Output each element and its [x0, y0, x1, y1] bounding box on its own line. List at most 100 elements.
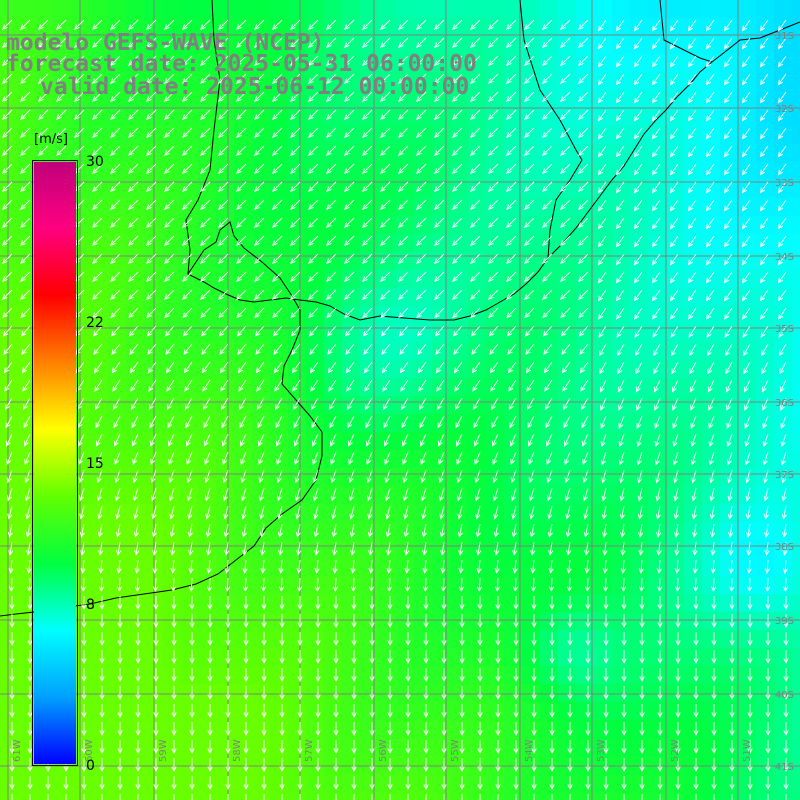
field-cell: [756, 180, 775, 199]
wind-arrow: [261, 686, 267, 701]
field-cell: [0, 54, 19, 73]
field-cell: [54, 54, 73, 73]
field-cell: [774, 54, 793, 73]
field-cell: [180, 378, 199, 397]
wind-arrow: [509, 415, 517, 429]
field-cell: [774, 738, 793, 757]
wind-arrow: [243, 632, 249, 647]
wind-arrow: [79, 487, 85, 502]
field-cell: [252, 486, 271, 505]
wind-arrow: [272, 109, 283, 120]
field-cell: [54, 774, 73, 793]
field-cell: [18, 666, 37, 685]
wind-arrow: [182, 271, 193, 282]
field-cell: [324, 630, 343, 649]
longitude-label: 60W: [84, 739, 95, 762]
wind-arrow: [690, 451, 697, 466]
wind-arrow: [597, 55, 607, 68]
wind-arrow: [617, 361, 625, 375]
wind-arrow: [687, 145, 697, 158]
latitude-label: 31S: [775, 31, 794, 42]
field-cell: [324, 342, 343, 361]
wind-arrow: [457, 505, 463, 520]
wind-arrow: [279, 722, 285, 737]
wind-arrow: [97, 487, 103, 502]
field-cell: [0, 126, 19, 145]
wind-arrow: [171, 758, 177, 773]
wind-arrow: [475, 505, 481, 520]
wind-arrow: [380, 217, 391, 228]
field-cell: [468, 342, 487, 361]
field-cell: [540, 414, 559, 433]
field-cell: [18, 270, 37, 289]
wind-arrow: [225, 740, 231, 755]
field-cell: [162, 414, 181, 433]
field-cell: [216, 684, 235, 703]
wind-arrow: [344, 145, 355, 156]
wind-arrow: [351, 650, 357, 665]
field-cell: [702, 720, 721, 739]
field-cell: [630, 702, 649, 721]
field-cell: [576, 756, 595, 775]
field-cell: [90, 576, 109, 595]
wind-arrow: [511, 487, 517, 502]
wind-arrow: [435, 343, 445, 356]
wind-arrow: [261, 668, 267, 683]
wind-arrow: [255, 361, 265, 374]
wind-arrow: [405, 758, 411, 773]
field-cell: [234, 720, 253, 739]
field-cell: [126, 432, 145, 451]
wind-arrow: [99, 686, 105, 701]
wind-arrow: [470, 127, 481, 138]
wind-arrow: [597, 163, 607, 176]
wind-arrow: [746, 559, 752, 575]
field-cell: [216, 792, 235, 800]
field-cell: [378, 684, 397, 703]
field-cell: [558, 738, 577, 757]
field-cell: [504, 270, 523, 289]
wind-arrow: [599, 379, 607, 393]
field-cell: [684, 702, 703, 721]
field-cell: [0, 630, 19, 649]
wind-arrow: [779, 361, 787, 375]
field-cell: [306, 612, 325, 631]
wind-arrow: [239, 433, 247, 447]
field-cell: [72, 504, 91, 523]
field-cell: [18, 630, 37, 649]
wind-arrow: [693, 668, 699, 683]
wind-arrow: [110, 145, 121, 156]
wind-arrow: [488, 55, 499, 66]
wind-arrow: [351, 614, 357, 629]
wind-arrow: [507, 361, 517, 374]
wind-arrow: [727, 505, 733, 520]
field-cell: [180, 486, 199, 505]
field-cell: [792, 288, 800, 307]
wind-arrow: [693, 632, 699, 647]
field-cell: [126, 756, 145, 775]
wind-arrow: [416, 163, 427, 174]
wind-arrow: [27, 740, 33, 755]
field-cell: [180, 108, 199, 127]
field-cell: [468, 630, 487, 649]
field-cell: [756, 648, 775, 667]
wind-arrow: [351, 668, 357, 683]
wind-arrow: [621, 650, 627, 665]
wind-arrow: [651, 55, 661, 68]
wind-arrow: [218, 235, 229, 246]
wind-arrow: [674, 577, 681, 593]
field-cell: [774, 252, 793, 271]
wind-arrow: [777, 235, 787, 248]
wind-arrow: [166, 397, 175, 411]
wind-arrow: [764, 523, 770, 538]
field-cell: [162, 684, 181, 703]
field-cell: [684, 360, 703, 379]
field-cell: [90, 774, 109, 793]
field-cell: [288, 162, 307, 181]
field-cell: [684, 630, 703, 649]
wind-arrow: [20, 217, 31, 228]
wind-arrow: [6, 469, 13, 484]
wind-arrow: [477, 686, 483, 701]
wind-arrow: [165, 361, 175, 374]
field-cell: [702, 666, 721, 685]
wind-arrow: [92, 55, 103, 66]
